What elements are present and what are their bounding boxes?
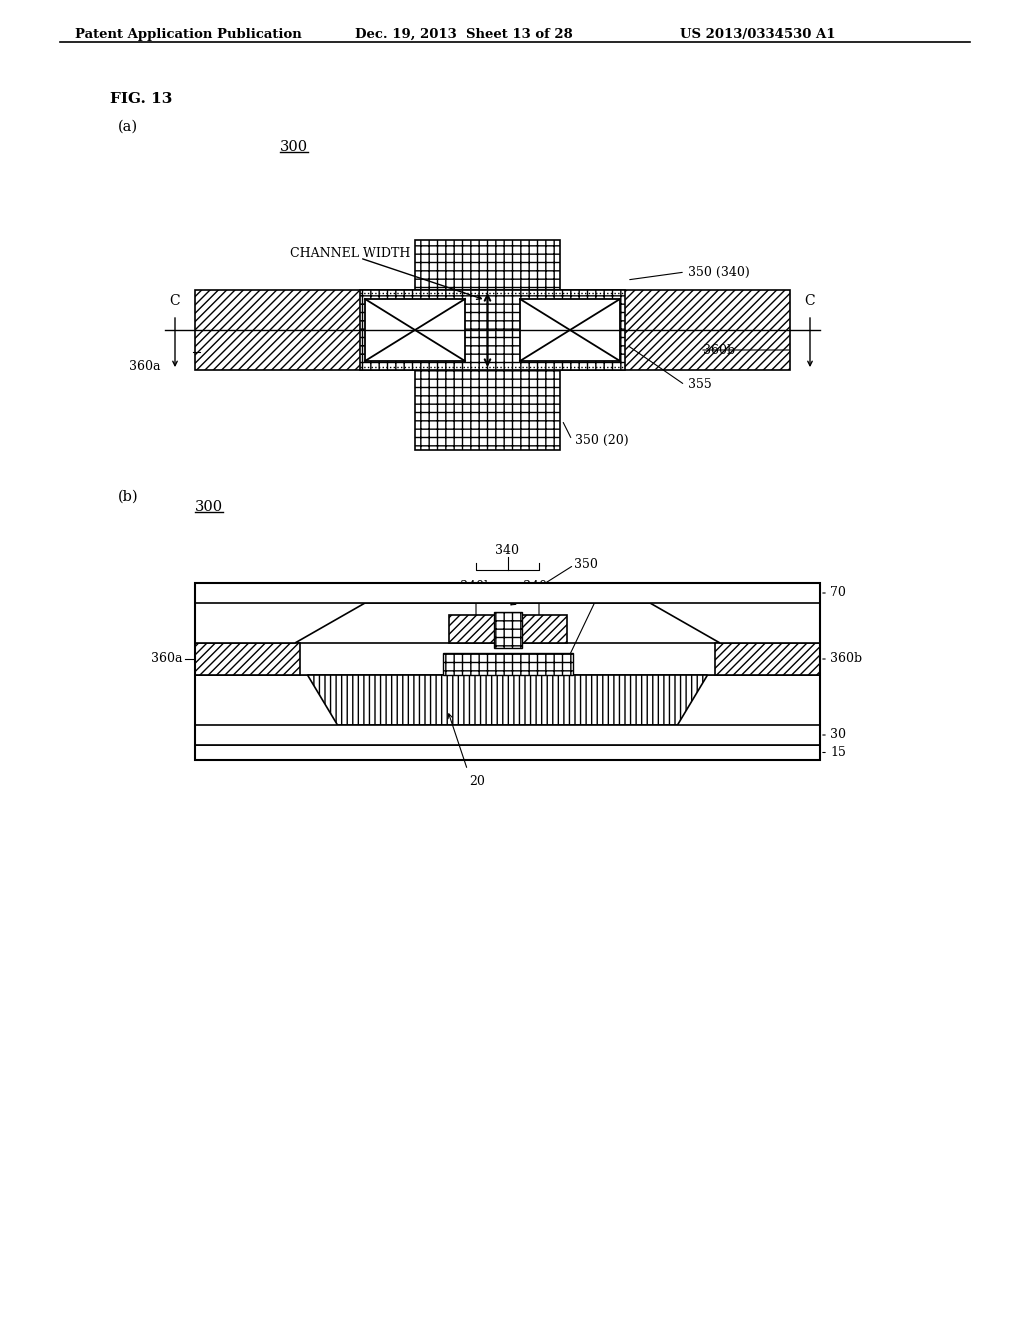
Bar [195,643,300,675]
Text: 360a: 360a [128,360,160,374]
Text: 360a: 360a [152,652,183,665]
Text: 355: 355 [594,583,617,597]
Bar [195,744,820,760]
Bar [195,290,790,370]
Bar [520,300,620,360]
Text: 70: 70 [830,586,846,599]
Text: 355: 355 [688,379,712,392]
Bar [415,370,560,450]
Text: 340: 340 [496,544,519,557]
Bar [365,300,465,360]
Text: Patent Application Publication: Patent Application Publication [75,28,302,41]
Text: US 2013/0334530 A1: US 2013/0334530 A1 [680,28,836,41]
Text: 340b: 340b [460,579,493,593]
Text: (a): (a) [118,120,138,135]
Polygon shape [195,583,820,643]
Text: 300: 300 [280,140,308,154]
Bar [360,290,625,370]
Bar [295,643,720,675]
Bar [720,643,820,675]
Text: 300: 300 [195,500,223,513]
Text: 340a: 340a [523,579,555,593]
Text: 350: 350 [574,558,598,572]
Bar [512,615,566,643]
Text: 30: 30 [830,729,846,742]
Bar [449,615,504,643]
Bar [715,643,820,675]
Text: C: C [805,294,815,308]
Text: 350 (20): 350 (20) [575,433,629,446]
Bar [195,583,820,760]
Text: C: C [170,294,180,308]
Bar [195,725,820,744]
Bar [415,240,560,290]
Bar [195,643,295,675]
Text: 20: 20 [470,775,485,788]
Text: 15: 15 [830,746,846,759]
Text: 360b: 360b [830,652,862,665]
Text: FIG. 13: FIG. 13 [110,92,172,106]
Text: 360b: 360b [703,343,735,356]
Text: 350 (340): 350 (340) [688,265,750,279]
Polygon shape [307,675,708,725]
Text: Dec. 19, 2013  Sheet 13 of 28: Dec. 19, 2013 Sheet 13 of 28 [355,28,572,41]
Bar [195,583,820,603]
Bar [195,643,820,675]
Bar [494,612,521,648]
Text: (b): (b) [118,490,138,504]
Text: CHANNEL WIDTH: CHANNEL WIDTH [290,247,411,260]
Bar [442,653,572,675]
